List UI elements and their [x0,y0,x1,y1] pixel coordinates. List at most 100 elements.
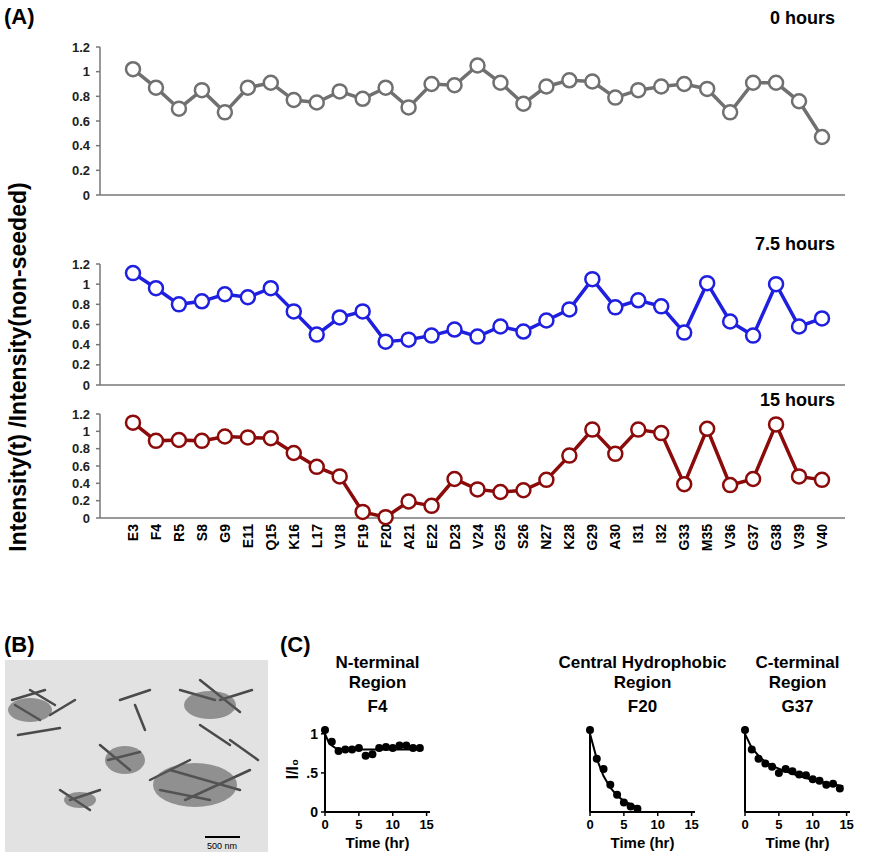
data-point [741,726,749,734]
scale-bar-label: 500 nm [207,841,237,851]
micrograph-fibril [50,700,75,715]
data-point [126,266,140,280]
decay-chart: Central HydrophobicRegionF20051015Time (… [558,653,726,851]
data-point [362,752,370,760]
x-axis-title: Time (hr) [346,834,410,851]
chart-subtitle: F20 [628,697,657,716]
data-point [425,499,439,513]
panel-letter: (C) [280,632,311,657]
x-tick-label: E22 [424,524,440,549]
x-tick-label: 10 [651,817,665,832]
data-point [356,505,370,519]
data-point [287,304,301,318]
x-tick-label: F4 [148,524,164,541]
title-line: Region [769,673,827,692]
chart-title: N-terminalRegion [335,653,419,692]
fit-line [745,734,843,786]
data-point [562,449,576,463]
y-tick [96,517,100,519]
x-tick [589,812,591,816]
data-point [723,105,737,119]
y-tick [96,448,100,450]
micrograph-fibril [230,740,258,760]
x-tick-label: 5 [620,817,627,832]
data-point [379,335,393,349]
data-point [585,75,599,89]
data-point [493,320,507,334]
y-tick-label: 0.4 [72,337,91,352]
y-axis-title: Intensity(t) /Intensity(non-seeded) [5,182,31,551]
x-tick-label: G38 [768,524,784,551]
x-tick-label: Q15 [263,524,279,551]
y-tick-label: 0 [83,188,90,203]
y-tick-label: 0.6 [72,317,90,332]
y-tick-label: 0.8 [72,441,90,456]
x-axis-title: Time (hr) [611,834,675,851]
title-line: Region [614,673,672,692]
data-point [562,73,576,87]
data-point [585,423,599,437]
fit-line [325,734,423,750]
x-tick [778,812,780,816]
x-tick [657,812,659,816]
y-tick [96,364,100,366]
y-tick-label: 0.2 [72,493,90,508]
micrograph-cluster [153,763,237,807]
data-point [218,287,232,301]
y-axis [324,726,326,812]
data-point [539,313,553,327]
x-tick-label: 15 [839,817,853,832]
data-point [310,460,324,474]
data-point [493,485,507,499]
micrograph-fibril [135,705,145,730]
x-tick-label: K28 [561,524,577,550]
data-point [448,472,462,486]
marks [126,416,829,524]
chart-subtitle: F4 [368,697,388,716]
x-tick-label: L17 [309,524,325,548]
data-point [585,272,599,286]
data-point [149,281,163,295]
micrograph-cluster [184,691,236,719]
x-tick-label: I32 [653,524,669,544]
micrograph-fibril [200,725,230,745]
data-point [815,130,829,144]
data-point [448,323,462,337]
data-point [769,417,783,431]
y-tick-label: 0.6 [72,459,90,474]
y-tick [96,120,100,122]
marks [741,726,844,793]
x-axis-title: Time (hr) [766,834,830,851]
data-point [700,422,714,436]
data-point [195,294,209,308]
data-point [448,78,462,92]
x-tick-label: F19 [355,524,371,548]
data-point [416,744,424,752]
data-point [769,277,783,291]
data-point [792,320,806,334]
data-point [195,434,209,448]
x-tick-label: 5 [355,817,362,832]
decay-chart: N-terminalRegionF40510150.51Time (hr)I/I… [284,653,434,851]
y-tick-label: 0 [83,511,90,526]
decay-chart: C-terminalRegionG37051015Time (hr) [741,653,854,851]
x-tick-label: A30 [607,524,623,550]
y-tick-label: 0.8 [72,89,90,104]
data-point [425,329,439,343]
micrograph-fibril [18,728,60,735]
y-tick-label: 1.2 [72,40,90,55]
chart-title: 0 hours [770,8,835,28]
data-point [149,434,163,448]
y-tick-label: 0 [310,804,318,820]
y-tick-label: 1 [310,726,318,742]
data-point [241,290,255,304]
series-line [133,66,822,138]
x-tick-label: G9 [217,524,233,543]
data-point [539,473,553,487]
x-tick-label: 15 [419,817,433,832]
chart-title: 7.5 hours [755,234,835,254]
y-tick [96,283,100,285]
x-tick-label: 15 [684,817,698,832]
page: {"figure": {"panel_labels": ["(A)", "(B)… [0,0,871,857]
data-point [654,299,668,313]
